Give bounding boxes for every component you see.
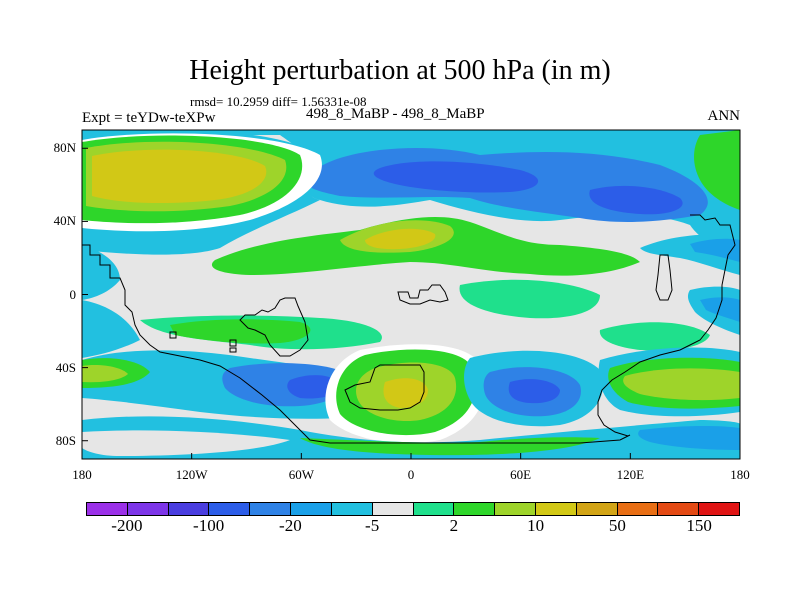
contour-spac-yg: [623, 368, 740, 401]
colorbar-swatch: [87, 503, 128, 515]
colorbar-swatch: [699, 503, 739, 515]
colorbar-swatch: [372, 503, 414, 515]
lat-tick-label: 40N: [53, 213, 76, 229]
colorbar-swatch: [291, 503, 332, 515]
lat-tick-label: 80N: [53, 140, 76, 156]
colorbar-swatch: [617, 503, 659, 515]
colorbar-swatch: [413, 503, 455, 515]
coast-east-2: [655, 254, 673, 301]
colorbar-swatch: [331, 503, 373, 515]
stats-line: rmsd= 10.2959 diff= 1.56331e-08: [190, 94, 367, 109]
lon-tick-label: 60W: [288, 467, 314, 482]
lon-tick-label: 60E: [510, 467, 532, 482]
axis-ticks: [81, 147, 741, 459]
contour-satl-yellow: [383, 378, 428, 408]
coast-africa: [344, 364, 425, 411]
contour-trop-green-right: [599, 322, 710, 351]
coast-islands-equator: [397, 284, 449, 305]
colorbar-label: 50: [608, 516, 626, 535]
colorbar-swatch: [576, 503, 618, 515]
contour-sind-blue-dark: [508, 379, 560, 404]
lon-tick-label: 0: [407, 467, 415, 482]
plot-title: Height perturbation at 500 hPa (in m): [189, 55, 611, 86]
coastlines: [82, 214, 736, 444]
contour-trop-green-3: [170, 319, 311, 344]
coast-east: [597, 214, 736, 437]
contour-south-west-yg: [82, 364, 128, 383]
colorbar-label: 2: [449, 516, 459, 535]
colorbar-swatch: [658, 503, 700, 515]
colorbar-swatch: [454, 503, 496, 515]
colorbar-swatch: [127, 503, 169, 515]
contour-right-blue: [700, 297, 740, 322]
contour-west-cyan-2: [82, 300, 140, 358]
coast-north-america: [82, 244, 631, 444]
contour-antarctic-blue: [638, 425, 740, 450]
lat-tick-label: 80S: [55, 432, 76, 448]
colorbar-swatch: [250, 503, 292, 515]
contour-west-cyan: [82, 245, 120, 300]
lon-tick-label: 180: [72, 467, 92, 482]
cases-label: 498_8_MaBP - 498_8_MaBP: [306, 106, 485, 122]
lat-tick-label: 0: [69, 286, 77, 302]
contour-north-blue-dark-2: [373, 161, 539, 193]
contour-trop-green-1: [459, 279, 600, 319]
coast-south-america: [239, 297, 309, 357]
coast-small-2: [169, 331, 177, 339]
colorbar-swatch: [209, 503, 251, 515]
contour-pacific-yellow: [92, 149, 267, 204]
contour-ne-green: [694, 130, 740, 210]
colorbar-swatch: [168, 503, 210, 515]
colorbar-swatch: [535, 503, 577, 515]
lon-tick-label: 180: [730, 467, 750, 482]
experiment-label: Expt = teYDw-teXPw: [82, 110, 216, 126]
lon-tick-label: 120W: [175, 467, 208, 482]
contour-antarctic-green: [300, 437, 600, 456]
contour-antarctic-white: [82, 430, 290, 456]
coast-small-1: [229, 339, 237, 353]
season-label: ANN: [707, 108, 741, 124]
colorbar: [86, 502, 740, 516]
lon-tick-label: 120E: [616, 467, 645, 482]
lat-tick-label: 40S: [55, 359, 76, 375]
colorbar-label: 10: [527, 516, 545, 535]
contour-north-blue-dark: [589, 185, 683, 215]
colorbar-label: 150: [686, 516, 712, 535]
colorbar-label: -20: [279, 516, 302, 535]
contour-midlat-yellow: [365, 228, 436, 250]
contour-field: [82, 130, 740, 459]
colorbar-label: -100: [193, 516, 225, 535]
colorbar-label: -5: [365, 516, 380, 535]
colorbar-swatch: [495, 503, 536, 515]
colorbar-label: -200: [111, 516, 143, 535]
